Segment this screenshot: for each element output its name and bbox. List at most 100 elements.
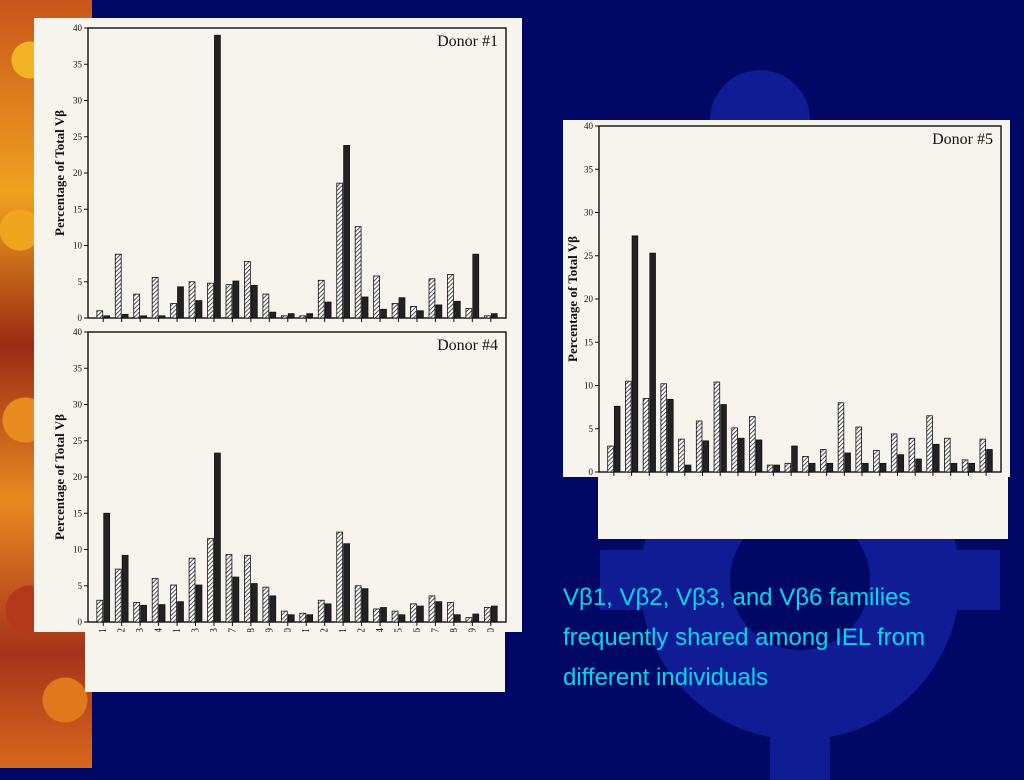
chart-panel-donor-5-axis-footer [598,477,1008,539]
y-tick-label: 25 [73,132,83,142]
bar-hatched [391,610,399,623]
bar-hatched [96,599,104,623]
bar-hatched [151,578,159,623]
y-tick-label: 35 [73,363,83,373]
x-tick-label: 9 [264,628,275,633]
bar-hatched [908,437,916,473]
y-tick-label: 25 [73,436,83,446]
bar-hatched [207,282,214,319]
bar-hatched [280,315,288,319]
bar-hatched [114,568,122,623]
bar-solid [195,300,203,319]
bar-solid [343,543,350,623]
bar-hatched [114,253,122,319]
y-tick-label: 30 [584,208,594,218]
bar-hatched [244,554,251,623]
plot-frame [598,125,1002,473]
bar-hatched [660,383,667,473]
bar-hatched [766,464,774,473]
bar-solid [324,603,332,623]
bar-solid [250,284,258,319]
chart-title: Donor #5 [932,131,993,148]
bar-hatched [855,426,862,473]
bar-solid [826,462,834,473]
bar-solid [214,452,221,623]
bar-hatched [802,456,809,473]
bar-solid [453,614,461,623]
bar-hatched [336,531,344,623]
bar-hatched [820,449,827,473]
bar-solid [472,613,480,623]
bar-solid [986,449,993,473]
bar-solid [140,315,147,319]
bar-hatched [170,584,177,623]
bar-solid [121,313,129,319]
chart-donor-4: 0 5 10 15 20 25 30 35 40 Percentage of Total Vβ Do… [52,327,507,687]
bar-solid [417,310,424,319]
chart-title: Donor #1 [437,33,498,50]
bar-hatched [336,182,344,319]
y-tick-label: 40 [73,23,83,33]
bar-solid [738,437,745,473]
bar-hatched [317,279,325,319]
y-tick-label: 15 [584,337,594,347]
bar-solid [380,308,387,319]
bar-solid [472,253,480,319]
bar-hatched [944,437,951,473]
y-tick-label: 5 [589,424,594,434]
bar-solid [361,296,369,319]
bar-solid [324,301,332,319]
x-tick-label: 7 [227,628,238,633]
bar-hatched [299,315,307,319]
bar-hatched [225,554,233,623]
bar-solid [269,595,277,623]
y-tick-label: 20 [73,168,83,178]
bar-solid [287,614,295,623]
bar-solid [915,458,922,473]
bar-solid [684,464,692,473]
bar-solid [121,554,129,623]
bar-solid [250,583,258,623]
bar-hatched [317,599,325,623]
bar-solid [269,311,277,319]
y-tick-label: 0 [78,313,83,323]
bar-solid [490,605,498,623]
bar-solid [417,605,424,623]
bar-solid [232,576,240,623]
bar-solid [649,252,656,473]
bar-hatched [447,274,454,319]
y-tick-label: 40 [73,327,83,337]
x-tick-label: 2 [117,628,128,633]
bar-solid [862,462,869,473]
y-tick-label: 25 [584,251,594,261]
bar-solid [158,604,166,623]
y-tick-label: 40 [584,121,594,131]
bar-solid [177,286,184,319]
bar-solid [177,601,184,623]
bar-hatched [784,462,792,473]
y-tick-label: 5 [78,277,83,287]
bar-solid [140,604,147,623]
chart-donor-1: 0 5 10 15 20 25 30 35 40 Percentage of Total Vβ Do… [52,23,507,323]
bar-hatched [926,415,933,473]
bar-hatched [695,420,703,473]
bar-solid [702,440,710,473]
y-tick-label: 5 [78,581,83,591]
y-tick-label: 35 [73,59,83,69]
bar-solid [950,462,958,473]
bar-solid [631,235,639,473]
bar-solid [808,462,816,473]
bar-solid [968,462,975,473]
bar-solid [306,614,314,623]
chart-donor-5: 0 5 10 15 20 25 30 35 40 Percentage of Total Vβ Do… [565,121,1002,536]
bar-hatched [354,585,362,623]
bar-solid [435,304,443,319]
y-tick-label: 10 [584,381,594,391]
bar-solid [613,405,621,473]
bar-solid [720,404,727,473]
y-tick-label: 35 [584,164,594,174]
y-axis-label: Percentage of Total Vβ [565,236,580,362]
bar-hatched [873,449,880,473]
bar-hatched [678,438,685,473]
bar-hatched [373,275,380,319]
